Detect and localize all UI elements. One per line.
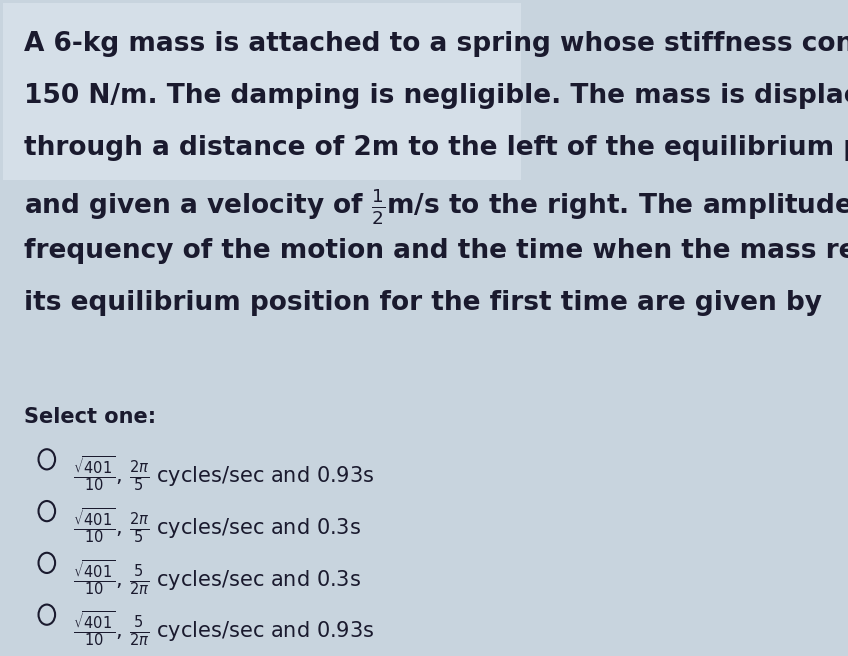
Text: and given a velocity of $\frac{1}{2}$m/s to the right. The amplitude, natural: and given a velocity of $\frac{1}{2}$m/s…	[24, 186, 848, 227]
Text: 150 N/m. The damping is negligible. The mass is displaced: 150 N/m. The damping is negligible. The …	[24, 83, 848, 109]
Text: $\frac{\sqrt{401}}{10}$, $\frac{2\pi}{5}$ cycles/sec and 0.3s: $\frac{\sqrt{401}}{10}$, $\frac{2\pi}{5}…	[73, 506, 361, 544]
Text: $\frac{\sqrt{401}}{10}$, $\frac{5}{2\pi}$ cycles/sec and 0.3s: $\frac{\sqrt{401}}{10}$, $\frac{5}{2\pi}…	[73, 558, 361, 596]
FancyBboxPatch shape	[3, 3, 521, 180]
Text: through a distance of 2m to the left of the equilibrium position: through a distance of 2m to the left of …	[24, 134, 848, 161]
Text: $\frac{\sqrt{401}}{10}$, $\frac{5}{2\pi}$ cycles/sec and 0.93s: $\frac{\sqrt{401}}{10}$, $\frac{5}{2\pi}…	[73, 609, 374, 648]
Text: Select one:: Select one:	[24, 407, 156, 427]
Text: frequency of the motion and the time when the mass return to: frequency of the motion and the time whe…	[24, 238, 848, 264]
Text: $\frac{\sqrt{401}}{10}$, $\frac{2\pi}{5}$ cycles/sec and 0.93s: $\frac{\sqrt{401}}{10}$, $\frac{2\pi}{5}…	[73, 454, 374, 493]
Text: A 6-kg mass is attached to a spring whose stiffness constant is: A 6-kg mass is attached to a spring whos…	[24, 31, 848, 57]
Text: its equilibrium position for the first time are given by: its equilibrium position for the first t…	[24, 290, 822, 316]
